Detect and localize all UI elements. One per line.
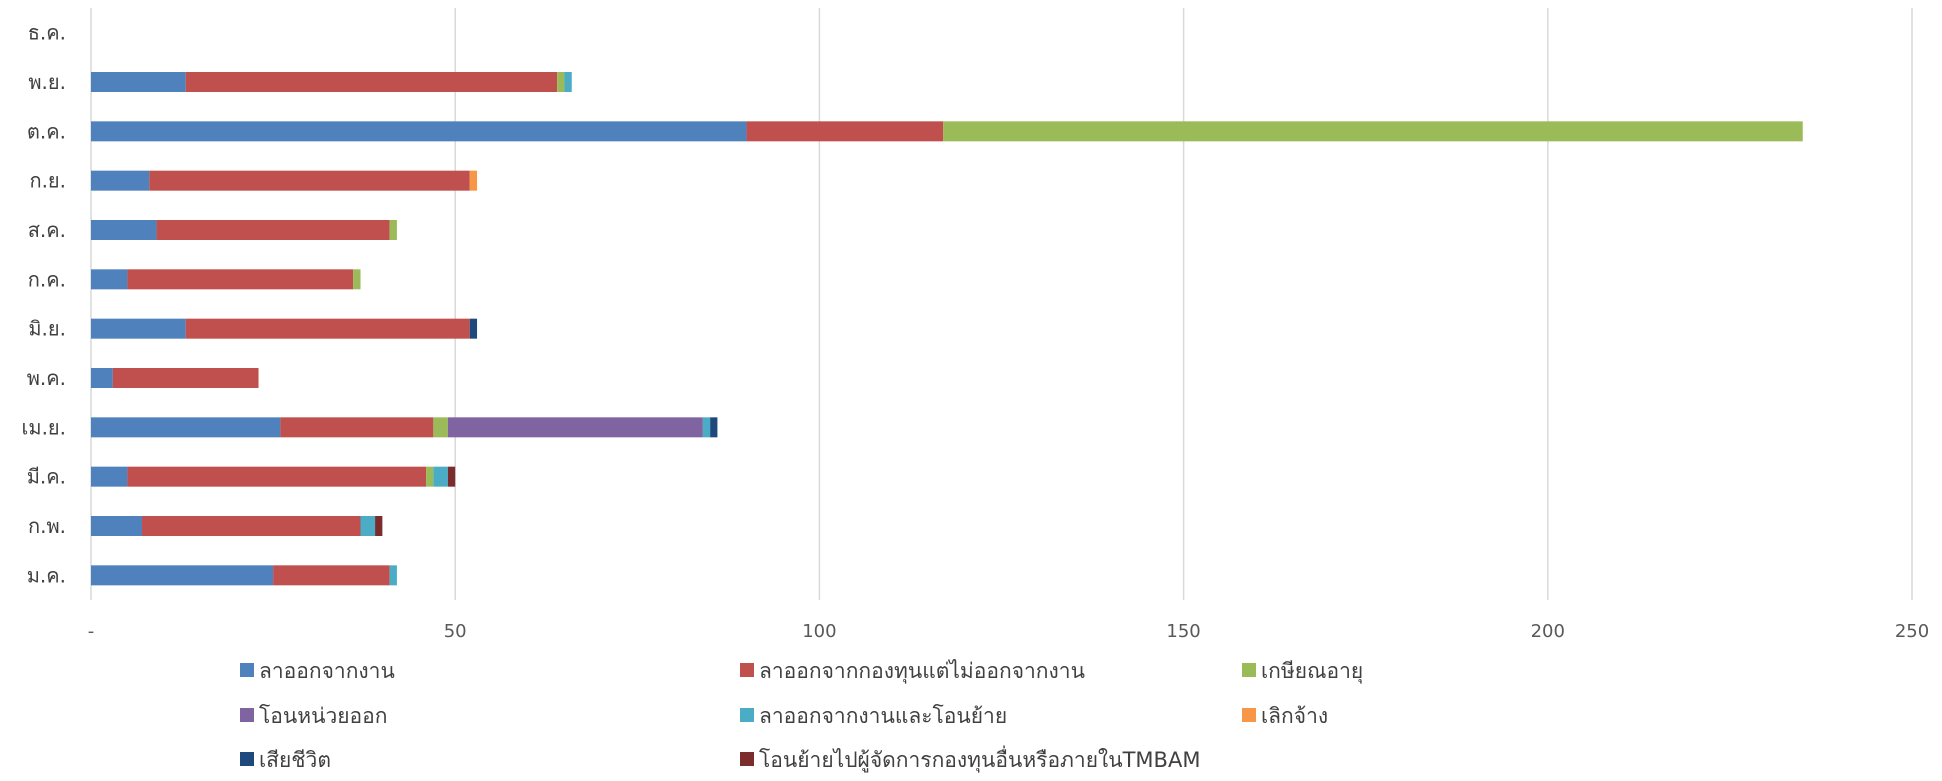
bar-segment [389,565,397,586]
legend-swatch [240,708,254,722]
bar-segment [389,220,397,240]
bar-segment [127,269,354,290]
bar-segment [91,368,113,388]
legend-swatch [1242,708,1256,722]
legend-swatch [740,663,754,677]
y-tick-label: ก.ค. [28,267,66,291]
y-tick-label: ธ.ค. [28,21,66,45]
legend-label: โอนหน่วยออก [259,704,387,728]
bar-segment [469,170,478,191]
bar-segment [91,516,142,536]
bar-segment [433,417,448,438]
bar-segment [91,466,128,487]
bar-segment [149,170,470,191]
y-tick-label: ม.ค. [27,563,66,587]
bar-segment [746,121,944,142]
y-tick-label: พ.ย. [28,70,66,94]
legend-label: เลิกจ้าง [1261,704,1328,728]
y-tick-label: ก.ย. [29,169,66,193]
legend-label: โอนย้ายไปผู้จัดการกองทุนอื่นหรือภายในTMB… [759,745,1200,773]
bar-segment [185,318,470,339]
bar-segment [156,220,390,240]
bar-segment [91,121,747,142]
bar-segment [91,417,281,438]
legend-swatch [1242,663,1256,677]
bar-segment [433,466,448,487]
x-tick-label: 250 [1895,621,1929,642]
y-tick-label: พ.ค. [27,366,66,390]
legend-label: เกษียณอายุ [1261,659,1363,684]
y-tick-label: มิ.ย. [28,317,66,341]
bar-segment [943,121,1803,142]
legend-swatch [240,663,254,677]
bar-segment [91,269,128,290]
bar-segment [447,466,456,487]
bar-segment [185,72,558,92]
bar-segment [127,466,427,487]
bar-segment [91,72,186,92]
bar-segment [375,516,383,536]
bar-segment [360,516,376,536]
legend-label: ลาออกจากงาน [259,659,395,683]
legend-swatch [740,752,754,766]
x-tick-label: 150 [1166,621,1200,642]
x-tick-label: - [88,621,95,642]
bar-segment [564,72,572,92]
x-tick-label: 50 [444,621,467,642]
bar-segment [557,72,565,92]
bar-segment [91,565,274,586]
legend-label: เสียชีวิต [259,748,331,772]
y-tick-label: เม.ย. [22,415,66,439]
bar-segment [710,417,718,438]
bar-segment [353,269,361,290]
bar-segment [280,417,434,438]
y-tick-label: มี.ค. [27,465,66,489]
y-tick-label: ต.ค. [27,119,66,143]
legend-swatch [740,708,754,722]
x-tick-label: 100 [802,621,836,642]
legend-label: ลาออกจากงานและโอนย้าย [759,704,1007,728]
x-tick-label: 200 [1531,621,1565,642]
y-tick-label: ส.ค. [28,218,66,242]
bar-segment [112,368,259,388]
bar-segment [91,318,186,339]
bar-segment [273,565,390,586]
bar-segment [447,417,703,438]
bar-segment [702,417,711,438]
bar-segment [141,516,361,536]
bar-segment [91,170,150,191]
y-tick-label: ก.พ. [28,514,66,538]
bar-segment [426,466,434,487]
legend-label: ลาออกจากกองทุนแต่ไม่ออกจากงาน [759,659,1085,684]
legend-swatch [240,752,254,766]
bar-segment [469,318,478,339]
bar-segment [91,220,157,240]
